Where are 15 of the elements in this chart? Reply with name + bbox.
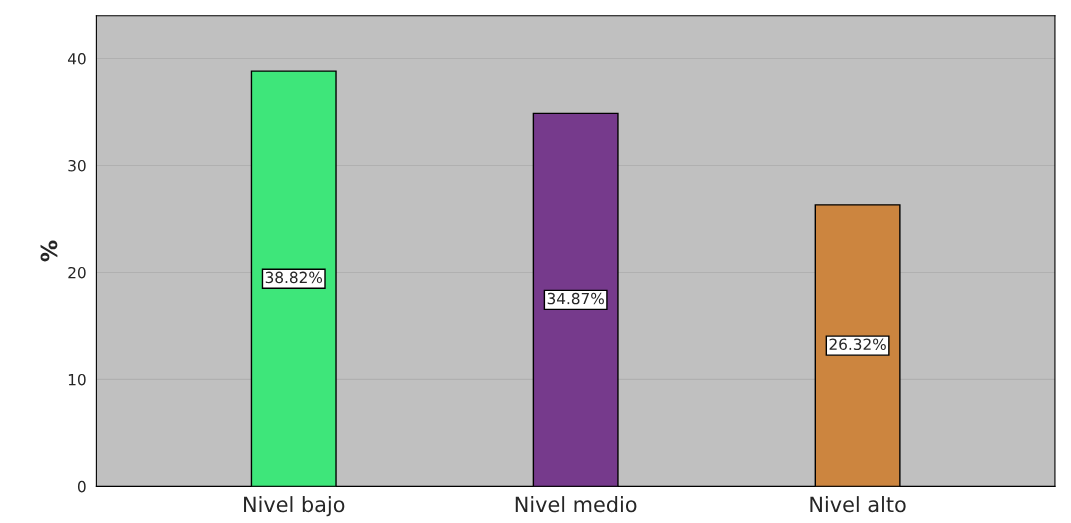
- y-axis-title: %: [40, 240, 58, 262]
- data-label: 38.82%: [265, 271, 323, 284]
- data-label: 26.32%: [829, 338, 886, 351]
- bar: [250, 70, 337, 487]
- y-tick-label: 20: [68, 266, 86, 279]
- y-tick-label: 10: [68, 373, 86, 386]
- y-tick-label: 40: [67, 52, 86, 65]
- data-label: 34.87%: [547, 292, 604, 305]
- bar: [532, 112, 619, 487]
- y-tick-label: 0: [77, 480, 86, 493]
- bar: [814, 204, 901, 487]
- y-tick-label: 30: [68, 159, 86, 172]
- x-tick-label: Nivel medio: [515, 496, 637, 513]
- x-tick-label: Nivel alto: [810, 496, 906, 513]
- x-tick-label: Nivel bajo: [244, 496, 345, 517]
